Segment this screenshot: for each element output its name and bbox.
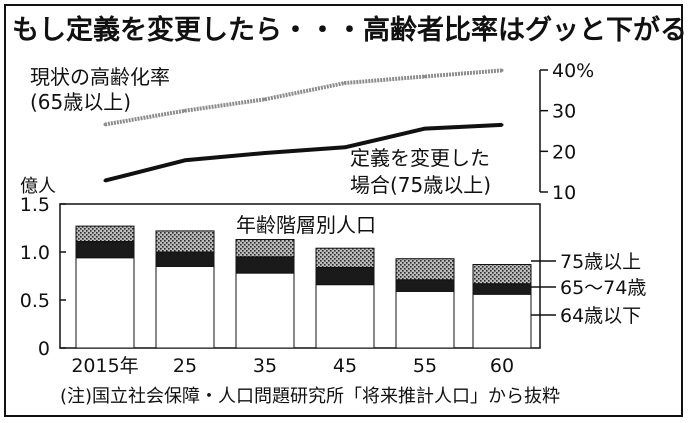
bar-segment-2	[395, 258, 455, 281]
line-label-current-1: 現状の高齢化率	[30, 65, 170, 89]
bar-segment-0	[235, 272, 295, 349]
bar-segment-1	[315, 266, 375, 286]
bar-y-tick-label: 0.5	[20, 290, 50, 312]
bar-segment-0	[155, 265, 215, 349]
line-y-tick-label: 10	[552, 182, 576, 204]
bar-x-tick-label: 45	[333, 355, 357, 377]
bar-y-tick-label: 1.5	[20, 194, 50, 216]
line-point	[263, 97, 267, 101]
bar-segment-0	[75, 257, 135, 349]
bar-segment-1	[155, 251, 215, 267]
bar-segment-1	[472, 283, 532, 295]
line-point	[343, 145, 347, 149]
bar-segment-2	[472, 264, 532, 285]
line-point	[183, 109, 187, 113]
line-label-changed-1: 定義を変更した	[350, 146, 490, 170]
bar-segment-0	[472, 293, 532, 349]
line-point	[423, 75, 427, 78]
bar-y-unit: 億人	[20, 176, 56, 197]
bar-segment-0	[315, 284, 375, 349]
legend-label: 64歳以下	[560, 305, 641, 327]
bar-plot-frame	[59, 203, 541, 349]
chart-title: もし定義を変更したら・・・高齢者比率はグッと下がる	[12, 15, 687, 46]
line-series-0	[104, 68, 503, 127]
line-point	[500, 68, 504, 72]
bar-segment-2	[155, 230, 215, 253]
bar-x-tick-label: 25	[173, 355, 197, 377]
bar-chart-title: 年齢階層別人口	[236, 213, 376, 237]
line-y-tick-label: 40%	[552, 60, 594, 82]
line-point	[500, 123, 504, 127]
line-series-1	[104, 122, 503, 183]
bar-segment-2	[235, 239, 295, 258]
bar-segment-1	[235, 256, 295, 274]
bar-x-tick-label: 60	[490, 355, 514, 377]
bar-x-tick-label: 2015年	[71, 355, 138, 377]
legend-label: 65〜74歳	[560, 277, 646, 299]
line-y-tick-label: 20	[552, 141, 576, 163]
line-label-changed-2: 場合(75歳以上)	[350, 173, 491, 197]
source-note: (注)国立社会保障・人口問題研究所「将来推計人口」から抜粋	[60, 386, 560, 407]
line-point	[183, 158, 187, 162]
line-y-tick-label: 30	[552, 101, 576, 123]
line-label-current-2: (65歳以上)	[30, 90, 131, 114]
legend-label: 75歳以上	[560, 251, 641, 273]
line-point	[263, 151, 267, 155]
bar-segment-1	[75, 240, 135, 259]
line-point	[423, 127, 427, 131]
bar-segment-1	[395, 279, 455, 292]
bar-y-tick-label: 0	[38, 338, 50, 360]
bar-segment-0	[395, 290, 455, 349]
line-point	[103, 123, 107, 126]
bar-segment-2	[315, 247, 375, 268]
line-point	[103, 179, 107, 183]
bar-x-tick-label: 55	[413, 355, 437, 377]
bar-segment-2	[75, 225, 135, 243]
bar-y-tick-label: 1.0	[20, 242, 50, 264]
chart-frame	[4, 4, 683, 417]
bar-x-tick-label: 35	[253, 355, 277, 377]
line-point	[343, 81, 347, 85]
